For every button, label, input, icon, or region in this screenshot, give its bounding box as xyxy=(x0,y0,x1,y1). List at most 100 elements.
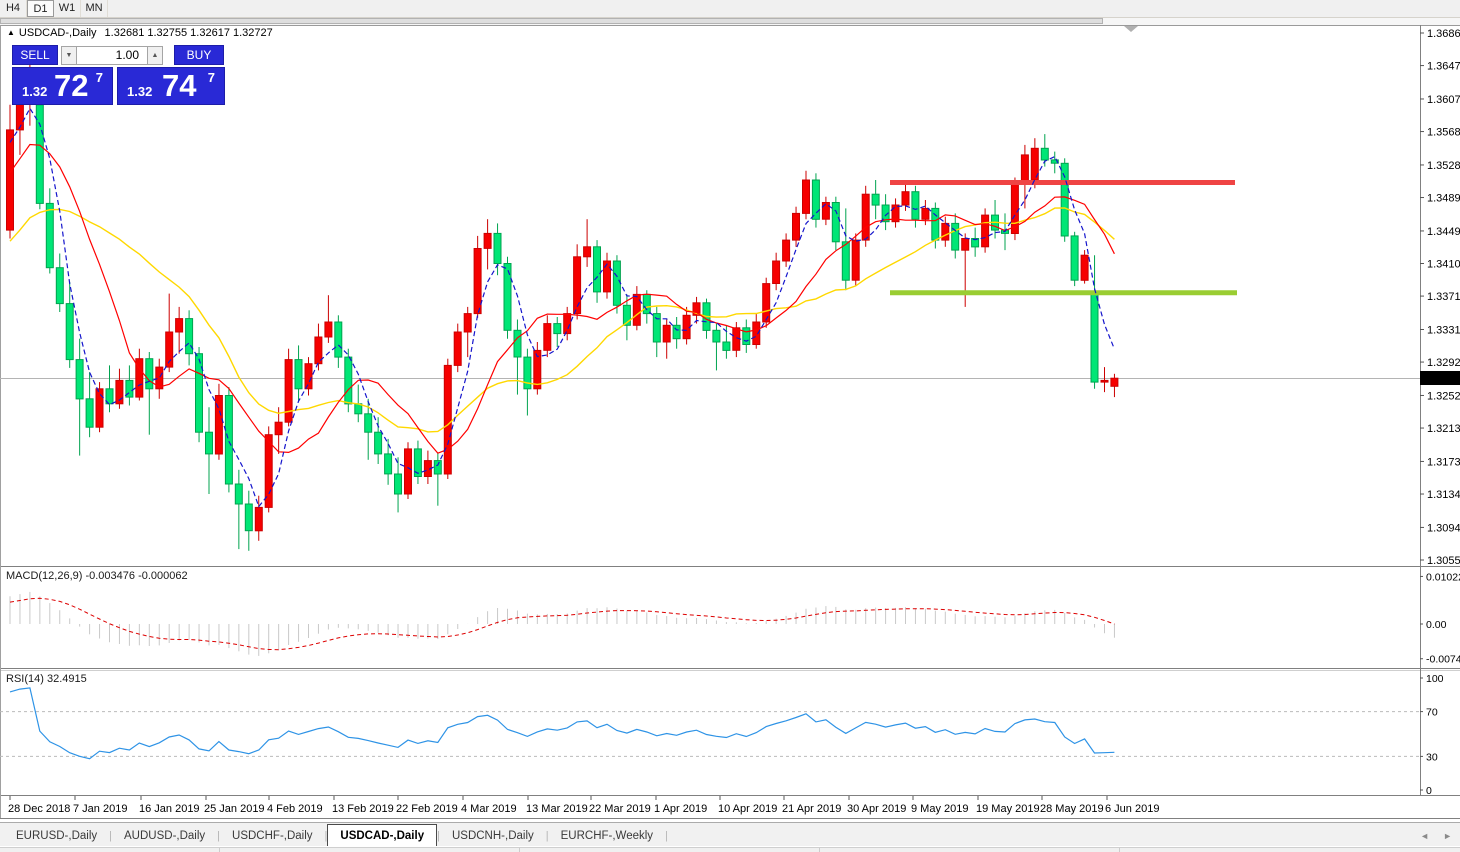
svg-text:10 Apr 2019: 10 Apr 2019 xyxy=(718,803,777,815)
price-axis-tick-label: 1.34890 xyxy=(1427,193,1460,205)
status-bar xyxy=(0,847,1460,852)
rsi-line xyxy=(9,687,1115,760)
price-axis-tick-label: 1.34100 xyxy=(1427,259,1460,271)
macd-indicator-label: MACD(12,26,9) -0.003476 -0.000062 xyxy=(6,570,188,582)
price-axis-tick-label: 1.32920 xyxy=(1427,357,1460,369)
buy-price-button[interactable]: 1.32 74 7 xyxy=(117,67,225,105)
price-axis-labels xyxy=(1420,32,1424,561)
svg-text:0.00: 0.00 xyxy=(1426,619,1447,631)
chart-title: ▲ USDCAD-,Daily 1.32681 1.32755 1.32617 1.… xyxy=(7,27,273,39)
price-axis-tick-label: 1.35680 xyxy=(1427,127,1460,139)
svg-text:28 Dec 2018: 28 Dec 2018 xyxy=(8,803,70,815)
tab-separator: | xyxy=(324,830,328,842)
timeframe-button-w1[interactable]: W1 xyxy=(54,0,81,17)
tabs-scroll-right-icon[interactable]: ► xyxy=(1443,831,1452,841)
buy-price-pips: 74 xyxy=(162,68,197,103)
chart-tabs: EURUSD-,Daily | AUDUSD-,Daily | USDCHF-,Dail… xyxy=(4,824,668,846)
timeframe-button-mn[interactable]: MN xyxy=(81,0,108,17)
collapse-triangle-icon[interactable]: ▲ xyxy=(7,28,15,37)
ma-fast-line xyxy=(9,107,1115,508)
price-axis-tick-label: 1.31340 xyxy=(1427,489,1460,501)
svg-text:22 Feb 2019: 22 Feb 2019 xyxy=(396,803,458,815)
workspace-hscrollbar[interactable] xyxy=(0,18,1460,26)
statusbar-separator xyxy=(819,848,820,852)
date-axis-labels: 28 Dec 2018 7 Jan 2019 16 Jan 2019 25 Jan 2… xyxy=(8,796,1159,815)
price-axis-tick-label: 1.32130 xyxy=(1427,423,1460,435)
svg-text:19 May 2019: 19 May 2019 xyxy=(976,803,1040,815)
tab-separator: | xyxy=(665,830,668,842)
hscrollbar-thumb[interactable] xyxy=(0,18,1103,24)
tab-separator: | xyxy=(545,830,549,842)
buy-button[interactable]: BUY xyxy=(174,45,224,65)
tab-separator: | xyxy=(437,830,440,842)
price-axis-tick-label: 1.33710 xyxy=(1427,291,1460,303)
macd-axis-labels: 0.010229 0.00 -0.00747 xyxy=(1420,571,1460,666)
svg-text:25 Jan 2019: 25 Jan 2019 xyxy=(204,803,265,815)
svg-text:9 May 2019: 9 May 2019 xyxy=(911,803,968,815)
svg-text:0.010229: 0.010229 xyxy=(1426,571,1460,583)
svg-text:7 Jan 2019: 7 Jan 2019 xyxy=(73,803,127,815)
one-click-trade-panel: SELL ▼ 1.00 ▲ BUY 1.32 72 7 1.32 74 7 xyxy=(12,45,226,105)
tab-eurusd-daily[interactable]: EURUSD-,Daily xyxy=(16,830,98,842)
chart-symbol-label: USDCAD-,Daily xyxy=(18,27,97,39)
timeframe-toolbar: H4 D1 W1 MN xyxy=(0,0,1460,18)
price-axis-tick-label: 1.30940 xyxy=(1427,522,1460,534)
rsi-indicator-label: RSI(14) 32.4915 xyxy=(6,673,87,685)
timeframe-button-d1[interactable]: D1 xyxy=(27,0,54,17)
svg-text:6 Jun 2019: 6 Jun 2019 xyxy=(1105,803,1159,815)
tab-usdcad-daily[interactable]: USDCAD-,Daily xyxy=(327,824,438,846)
svg-text:30: 30 xyxy=(1426,751,1438,763)
svg-text:1 Apr 2019: 1 Apr 2019 xyxy=(654,803,707,815)
svg-text:4 Feb 2019: 4 Feb 2019 xyxy=(267,803,323,815)
timeframe-button-h4[interactable]: H4 xyxy=(0,0,27,17)
tab-separator: | xyxy=(109,830,113,842)
price-axis-tick-label: 1.36860 xyxy=(1427,28,1460,40)
price-axis-tick-label: 1.35280 xyxy=(1427,160,1460,172)
volume-input[interactable]: 1.00 xyxy=(77,45,147,65)
tab-usdchf-daily[interactable]: USDCHF-,Daily xyxy=(232,830,313,842)
svg-text:13 Feb 2019: 13 Feb 2019 xyxy=(332,803,394,815)
price-axis-tick-label: 1.33310 xyxy=(1427,324,1460,336)
svg-text:22 Mar 2019: 22 Mar 2019 xyxy=(589,803,651,815)
sell-price-pips: 72 xyxy=(54,68,89,103)
svg-text:21 Apr 2019: 21 Apr 2019 xyxy=(782,803,841,815)
svg-text:28 May 2019: 28 May 2019 xyxy=(1040,803,1104,815)
statusbar-separator xyxy=(1119,848,1120,852)
sell-button[interactable]: SELL xyxy=(12,45,58,65)
price-axis-tick-label: 1.30550 xyxy=(1427,555,1460,567)
sell-price-button[interactable]: 1.32 72 7 xyxy=(12,67,113,105)
tab-separator: | xyxy=(217,830,221,842)
volume-increase-button[interactable]: ▲ xyxy=(147,45,163,65)
svg-text:30 Apr 2019: 30 Apr 2019 xyxy=(847,803,906,815)
svg-text:100: 100 xyxy=(1426,673,1444,685)
current-price-tag: 1.32727 xyxy=(1420,371,1460,386)
price-axis-tick-label: 1.36070 xyxy=(1427,94,1460,106)
svg-text:4 Mar 2019: 4 Mar 2019 xyxy=(461,803,517,815)
svg-text:0: 0 xyxy=(1426,785,1432,797)
sell-price-point: 7 xyxy=(95,70,103,85)
ma-slow-line xyxy=(9,207,1115,433)
sell-price-base: 1.32 xyxy=(22,84,48,99)
tab-audusd-daily[interactable]: AUDUSD-,Daily xyxy=(124,830,206,842)
tabs-scroll-left-icon[interactable]: ◄ xyxy=(1420,831,1430,841)
volume-decrease-button[interactable]: ▼ xyxy=(61,45,77,65)
chart-shift-marker-icon[interactable] xyxy=(1124,26,1138,32)
chart-ohlc-quote: 1.32681 1.32755 1.32617 1.32727 xyxy=(104,27,273,39)
svg-text:16 Jan 2019: 16 Jan 2019 xyxy=(139,803,200,815)
svg-text:1.32727: 1.32727 xyxy=(1423,374,1460,386)
svg-text:70: 70 xyxy=(1426,707,1438,719)
price-axis-tick-label: 1.32520 xyxy=(1427,390,1460,402)
candles-layer xyxy=(6,50,1119,551)
buy-price-base: 1.32 xyxy=(127,84,153,99)
price-axis-tick-label: 1.36470 xyxy=(1427,61,1460,73)
rsi-axis-labels: 100 70 30 0 xyxy=(1420,673,1444,797)
svg-text:13 Mar 2019: 13 Mar 2019 xyxy=(526,803,588,815)
buy-price-point: 7 xyxy=(207,70,215,85)
ma-mid-line xyxy=(9,143,1115,454)
price-axis-tick-label: 1.34490 xyxy=(1427,226,1460,238)
svg-text:-0.00747: -0.00747 xyxy=(1426,654,1460,666)
chart-tabbar: EURUSD-,Daily | AUDUSD-,Daily | USDCHF-,Dail… xyxy=(0,822,1460,846)
tab-usdcnh-daily[interactable]: USDCNH-,Daily xyxy=(451,830,534,842)
tab-eurchf-weekly[interactable]: EURCHF-,Weekly xyxy=(560,830,654,842)
